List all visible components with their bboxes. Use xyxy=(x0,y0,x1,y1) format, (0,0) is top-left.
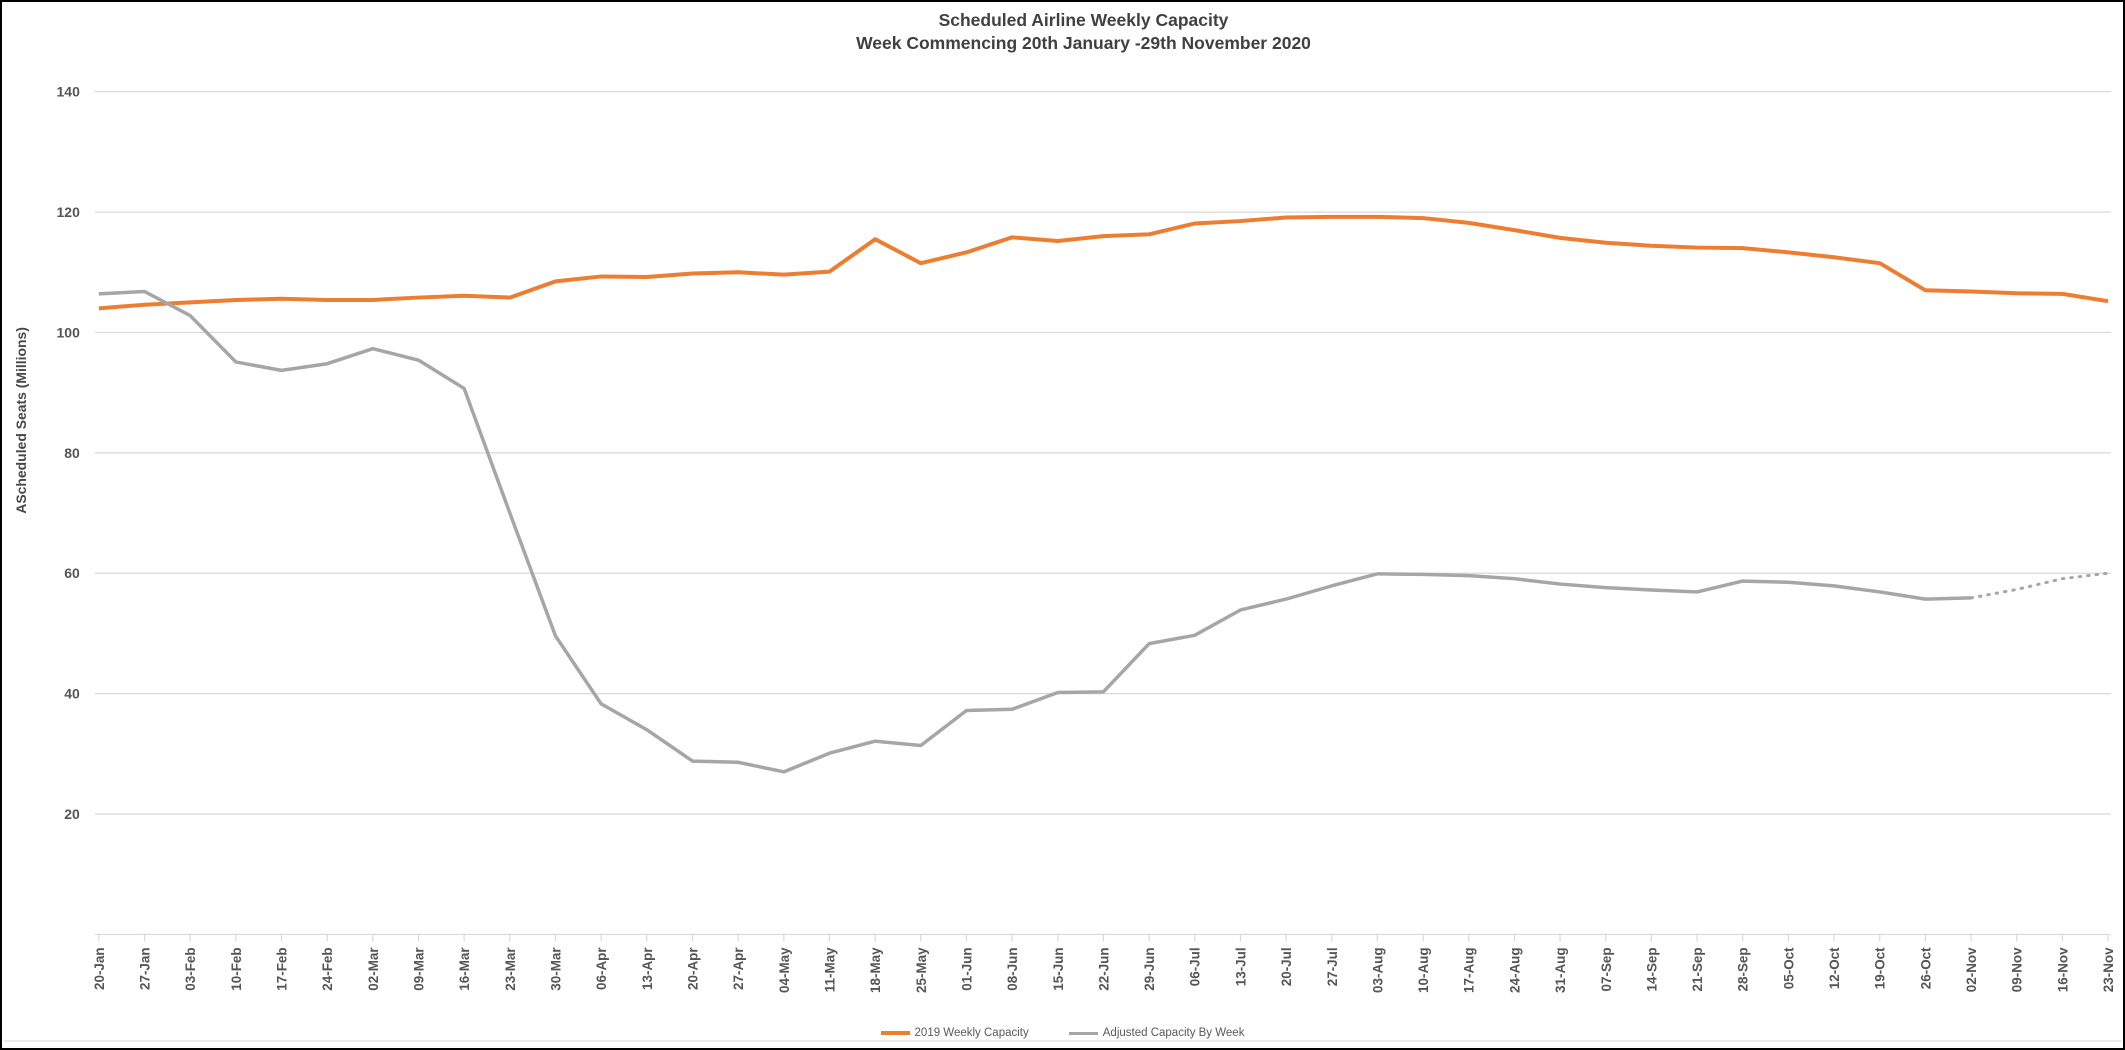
x-tick-label: 02-Mar xyxy=(366,947,381,991)
chart-title: Scheduled Airline Weekly Capacity xyxy=(938,10,1229,30)
x-tick-label: 12-Oct xyxy=(1827,947,1842,989)
series-line-2019-weekly-capacity xyxy=(98,214,2109,311)
x-tick-label: 01-Jun xyxy=(959,947,974,990)
legend-label: Adjusted Capacity By Week xyxy=(1102,1027,1245,1039)
x-tick-label: 14-Sep xyxy=(1644,947,1659,991)
series-line-adjusted-capacity-solid xyxy=(98,289,1972,774)
gridlines-group xyxy=(94,91,2112,815)
x-tick-label: 16-Nov xyxy=(2055,947,2070,992)
y-tick-label: 20 xyxy=(64,806,80,822)
x-tick-label: 08-Jun xyxy=(1005,947,1020,990)
x-tick-label: 03-Aug xyxy=(1370,947,1385,993)
x-tick-label: 16-Mar xyxy=(457,947,472,991)
x-tick-label: 24-Feb xyxy=(320,947,335,990)
x-tick-label: 27-Jan xyxy=(138,947,153,990)
x-tick-label: 22-Jun xyxy=(1096,947,1111,990)
x-tick-label: 21-Sep xyxy=(1690,947,1705,991)
y-tick-label: 40 xyxy=(64,686,80,702)
legend-swatch-orange-line xyxy=(880,1031,910,1035)
legend: 2019 Weekly Capacity Adjusted Capacity B… xyxy=(2,1027,2123,1039)
x-tick-label: 07-Sep xyxy=(1599,947,1614,991)
legend-item-2019-weekly-capacity: 2019 Weekly Capacity xyxy=(880,1027,1029,1039)
y-tick-label: 60 xyxy=(64,565,80,581)
legend-label: 2019 Weekly Capacity xyxy=(914,1027,1029,1039)
x-tick-label: 19-Oct xyxy=(1873,947,1888,989)
x-tick-label: 24-Aug xyxy=(1507,947,1522,993)
x-tick-label: 26-Oct xyxy=(1918,947,1933,989)
x-tick-label: 20-Apr xyxy=(685,947,700,990)
x-tick-label: 15-Jun xyxy=(1051,947,1066,990)
x-tick-label: 10-Feb xyxy=(229,947,244,990)
x-tick-label: 05-Oct xyxy=(1781,947,1796,989)
x-tick-label: 29-Jun xyxy=(1142,947,1157,990)
x-tick-label: 03-Feb xyxy=(183,947,198,990)
y-tick-labels-group: 20 40 60 80 100 120 140 xyxy=(57,84,81,822)
x-tick-label: 23-Nov xyxy=(2101,947,2116,992)
x-tick-label: 09-Mar xyxy=(411,947,426,991)
y-tick-label: 120 xyxy=(57,204,81,220)
x-tick-label: 17-Aug xyxy=(1462,947,1477,993)
x-tick-label: 25-May xyxy=(914,947,929,993)
chart-subtitle: Week Commencing 20th January -29th Novem… xyxy=(856,33,1311,53)
x-tick-label: 27-Jul xyxy=(1325,947,1340,986)
x-tick-label: 17-Feb xyxy=(274,947,289,990)
x-tick-label: 20-Jul xyxy=(1279,947,1294,986)
x-tick-label: 27-Apr xyxy=(731,947,746,990)
x-tick-label: 20-Jan xyxy=(92,947,107,990)
legend-swatch-gray-line xyxy=(1068,1031,1098,1035)
x-tick-label: 11-May xyxy=(822,947,837,992)
y-tick-label: 140 xyxy=(57,84,81,100)
x-tick-label: 31-Aug xyxy=(1553,947,1568,993)
x-tick-label: 18-May xyxy=(868,947,883,993)
chart-title-block: Scheduled Airline Weekly Capacity Week C… xyxy=(2,9,2123,55)
y-axis-title: AScheduled Seats (Millions) xyxy=(13,327,29,514)
x-tick-label: 28-Sep xyxy=(1736,947,1751,991)
x-tick-label: 23-Mar xyxy=(503,947,518,991)
x-tick-label: 13-Jul xyxy=(1233,947,1248,986)
series-group xyxy=(98,214,2110,774)
y-tick-label: 100 xyxy=(57,324,81,340)
x-tick-label: 13-Apr xyxy=(640,947,655,990)
x-axis-group: 20-Jan 27-Jan 03-Feb 10-Feb 17-Feb 24-Feb 02-M… xyxy=(3,933,2122,1042)
x-tick-label: 06-Jul xyxy=(1188,947,1203,986)
x-tick-label: 04-May xyxy=(777,947,792,993)
x-tick-label: 02-Nov xyxy=(1964,947,1979,992)
y-axis-title-group: AScheduled Seats (Millions) xyxy=(13,327,29,514)
x-tick-label: 06-Apr xyxy=(594,947,609,990)
x-tick-label: 09-Nov xyxy=(2010,947,2025,992)
legend-item-adjusted-capacity: Adjusted Capacity By Week xyxy=(1068,1027,1245,1039)
y-tick-label: 80 xyxy=(64,445,80,461)
x-tick-label: 30-Mar xyxy=(548,947,563,991)
x-tick-label: 10-Aug xyxy=(1416,947,1431,993)
series-line-adjusted-capacity-dotted-forecast xyxy=(1969,571,2110,600)
